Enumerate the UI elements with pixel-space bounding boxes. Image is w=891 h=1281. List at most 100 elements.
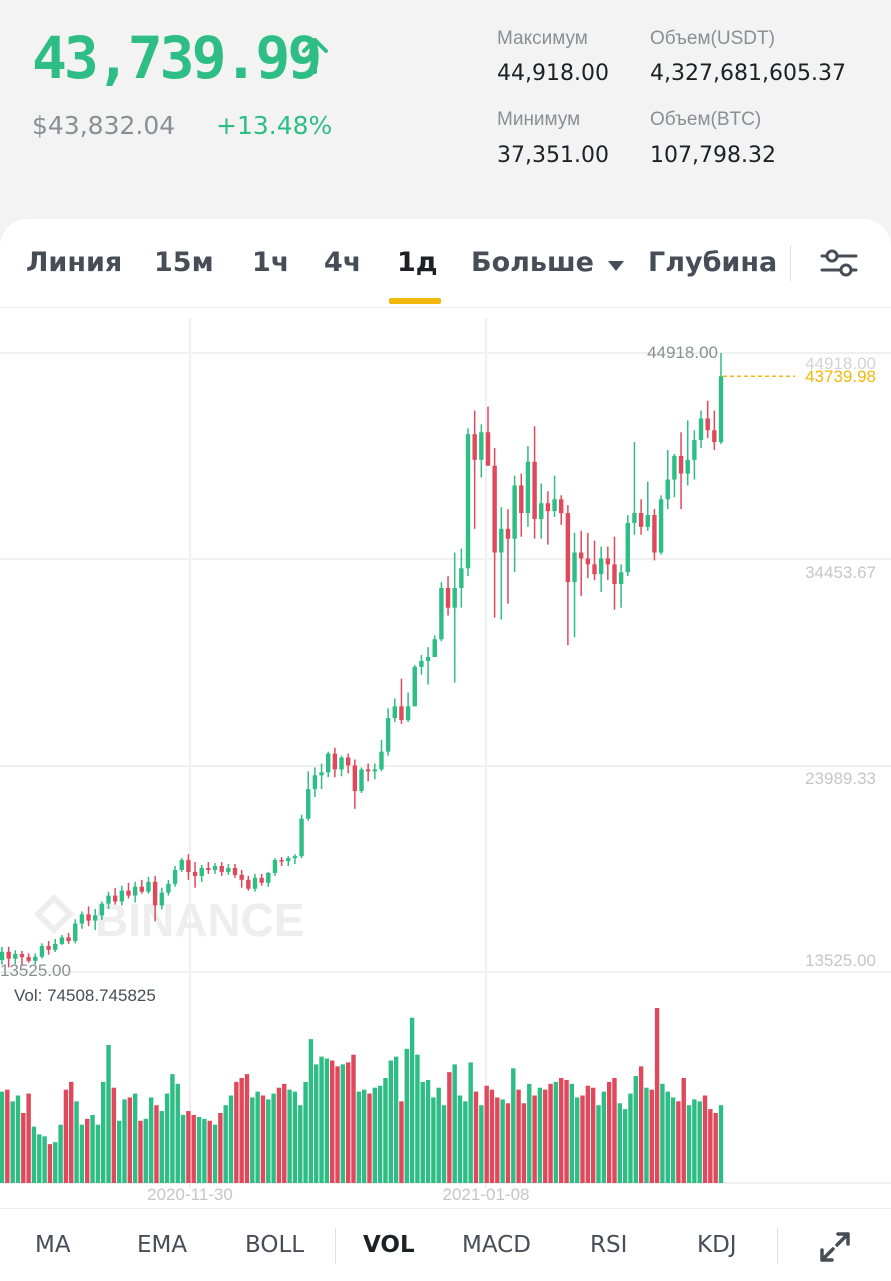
candle <box>658 495 664 555</box>
tab-4h[interactable]: 4ч <box>324 247 362 278</box>
volume-bar <box>543 1089 548 1183</box>
candle <box>499 507 504 620</box>
usd-price: $43,832.04 <box>32 111 176 140</box>
candle <box>359 767 364 794</box>
volume-usdt-label: Объем(USDT) <box>650 28 775 49</box>
volume-bar <box>511 1068 516 1183</box>
indicator-ma[interactable]: MA <box>35 1232 71 1258</box>
binance-watermark: BINANCE <box>95 894 305 946</box>
volume-bar <box>425 1079 431 1183</box>
volume-bar <box>367 1093 372 1183</box>
volume-bar <box>649 1089 654 1183</box>
candle <box>319 763 324 790</box>
fullscreen-icon[interactable] <box>818 1230 852 1264</box>
volume-bar <box>308 1039 314 1183</box>
candle <box>519 473 524 537</box>
volume-bar <box>436 1087 441 1183</box>
tab-depth[interactable]: Глубина <box>648 247 778 278</box>
candle <box>53 938 58 952</box>
min-price-label: 13525.00 <box>0 961 71 980</box>
volume-bar <box>63 1089 69 1183</box>
candle <box>578 530 584 596</box>
candle <box>326 751 331 778</box>
volume-bar <box>409 1017 415 1183</box>
volume-bar <box>319 1056 324 1183</box>
candle <box>479 424 484 478</box>
candle <box>192 862 198 888</box>
volume-bar <box>202 1118 207 1183</box>
volume-bar <box>122 1099 127 1183</box>
tab-1h[interactable]: 1ч <box>252 247 290 278</box>
volume-bar <box>282 1083 287 1183</box>
candle <box>412 664 417 707</box>
volume-bar <box>207 1120 212 1183</box>
candle <box>625 515 630 577</box>
volume-bar <box>489 1089 495 1183</box>
tab-15m[interactable]: 15м <box>154 247 214 278</box>
candle <box>685 420 690 486</box>
volume-bar <box>617 1103 623 1183</box>
candle <box>472 410 477 529</box>
candle <box>638 499 644 535</box>
volume-bar <box>713 1113 718 1183</box>
max-price-label: 44918.00 <box>647 343 718 362</box>
volume-bar <box>21 1113 26 1183</box>
volume-bar <box>74 1101 79 1183</box>
volume-bar <box>154 1105 159 1183</box>
chart-card <box>0 219 891 1280</box>
volume-bar <box>164 1093 170 1183</box>
candle <box>106 891 111 910</box>
candle <box>6 946 11 968</box>
volume-bar <box>548 1083 553 1183</box>
candle <box>485 406 491 466</box>
volume-bar <box>399 1101 404 1183</box>
volume-bar <box>404 1048 409 1183</box>
interval-tabs: Линия 15м 1ч 4ч 1д Больше Глубина <box>0 219 891 308</box>
volume-label: Vol: 74508.745825 <box>14 986 156 1005</box>
candle <box>345 753 351 774</box>
volume-bar <box>495 1097 500 1183</box>
y-tick-label: 44918.00 <box>805 354 876 373</box>
volume-bar <box>106 1044 111 1183</box>
candle <box>112 888 118 905</box>
candle <box>212 863 218 874</box>
volume-bar <box>463 1101 468 1183</box>
indicator-macd[interactable]: MACD <box>462 1232 531 1258</box>
tab-more[interactable]: Больше <box>471 247 625 279</box>
indicator-boll[interactable]: BOLL <box>245 1232 305 1258</box>
candle <box>146 876 151 894</box>
price-chart[interactable]: BINANCE 44918.00 34453.67 23989.33 13525… <box>0 308 891 1208</box>
volume-bar <box>340 1064 346 1183</box>
active-tab-indicator <box>389 298 441 304</box>
tab-divider <box>790 245 791 281</box>
candle <box>272 858 278 876</box>
indicator-rsi[interactable]: RSI <box>590 1232 628 1258</box>
candle <box>226 864 231 875</box>
candle <box>465 428 471 577</box>
indicator-vol[interactable]: VOL <box>363 1232 415 1258</box>
volume-bar <box>260 1095 266 1183</box>
chart-settings-icon[interactable] <box>818 246 860 280</box>
tab-1d[interactable]: 1д <box>397 247 438 278</box>
volume-bar <box>148 1097 154 1183</box>
volume-bar <box>628 1093 633 1183</box>
volume-bar <box>596 1105 601 1183</box>
x-tick-label: 2020-11-30 <box>147 1185 233 1204</box>
volume-bar <box>441 1105 447 1183</box>
indicator-ema[interactable]: EMA <box>137 1232 188 1258</box>
tab-line[interactable]: Линия <box>26 247 123 278</box>
candle <box>565 505 571 646</box>
candle <box>632 442 637 535</box>
volume-bar <box>644 1087 649 1183</box>
candle <box>405 692 411 723</box>
indicator-bar <box>0 1208 891 1281</box>
volume-bar <box>111 1087 117 1183</box>
volume-bar <box>170 1074 175 1183</box>
indicator-kdj[interactable]: KDJ <box>697 1232 737 1258</box>
candle <box>73 919 78 944</box>
candle <box>166 879 171 896</box>
candle <box>59 935 65 945</box>
y-tick-label: 13525.00 <box>805 951 876 970</box>
candle <box>592 540 597 581</box>
candle <box>439 582 444 642</box>
